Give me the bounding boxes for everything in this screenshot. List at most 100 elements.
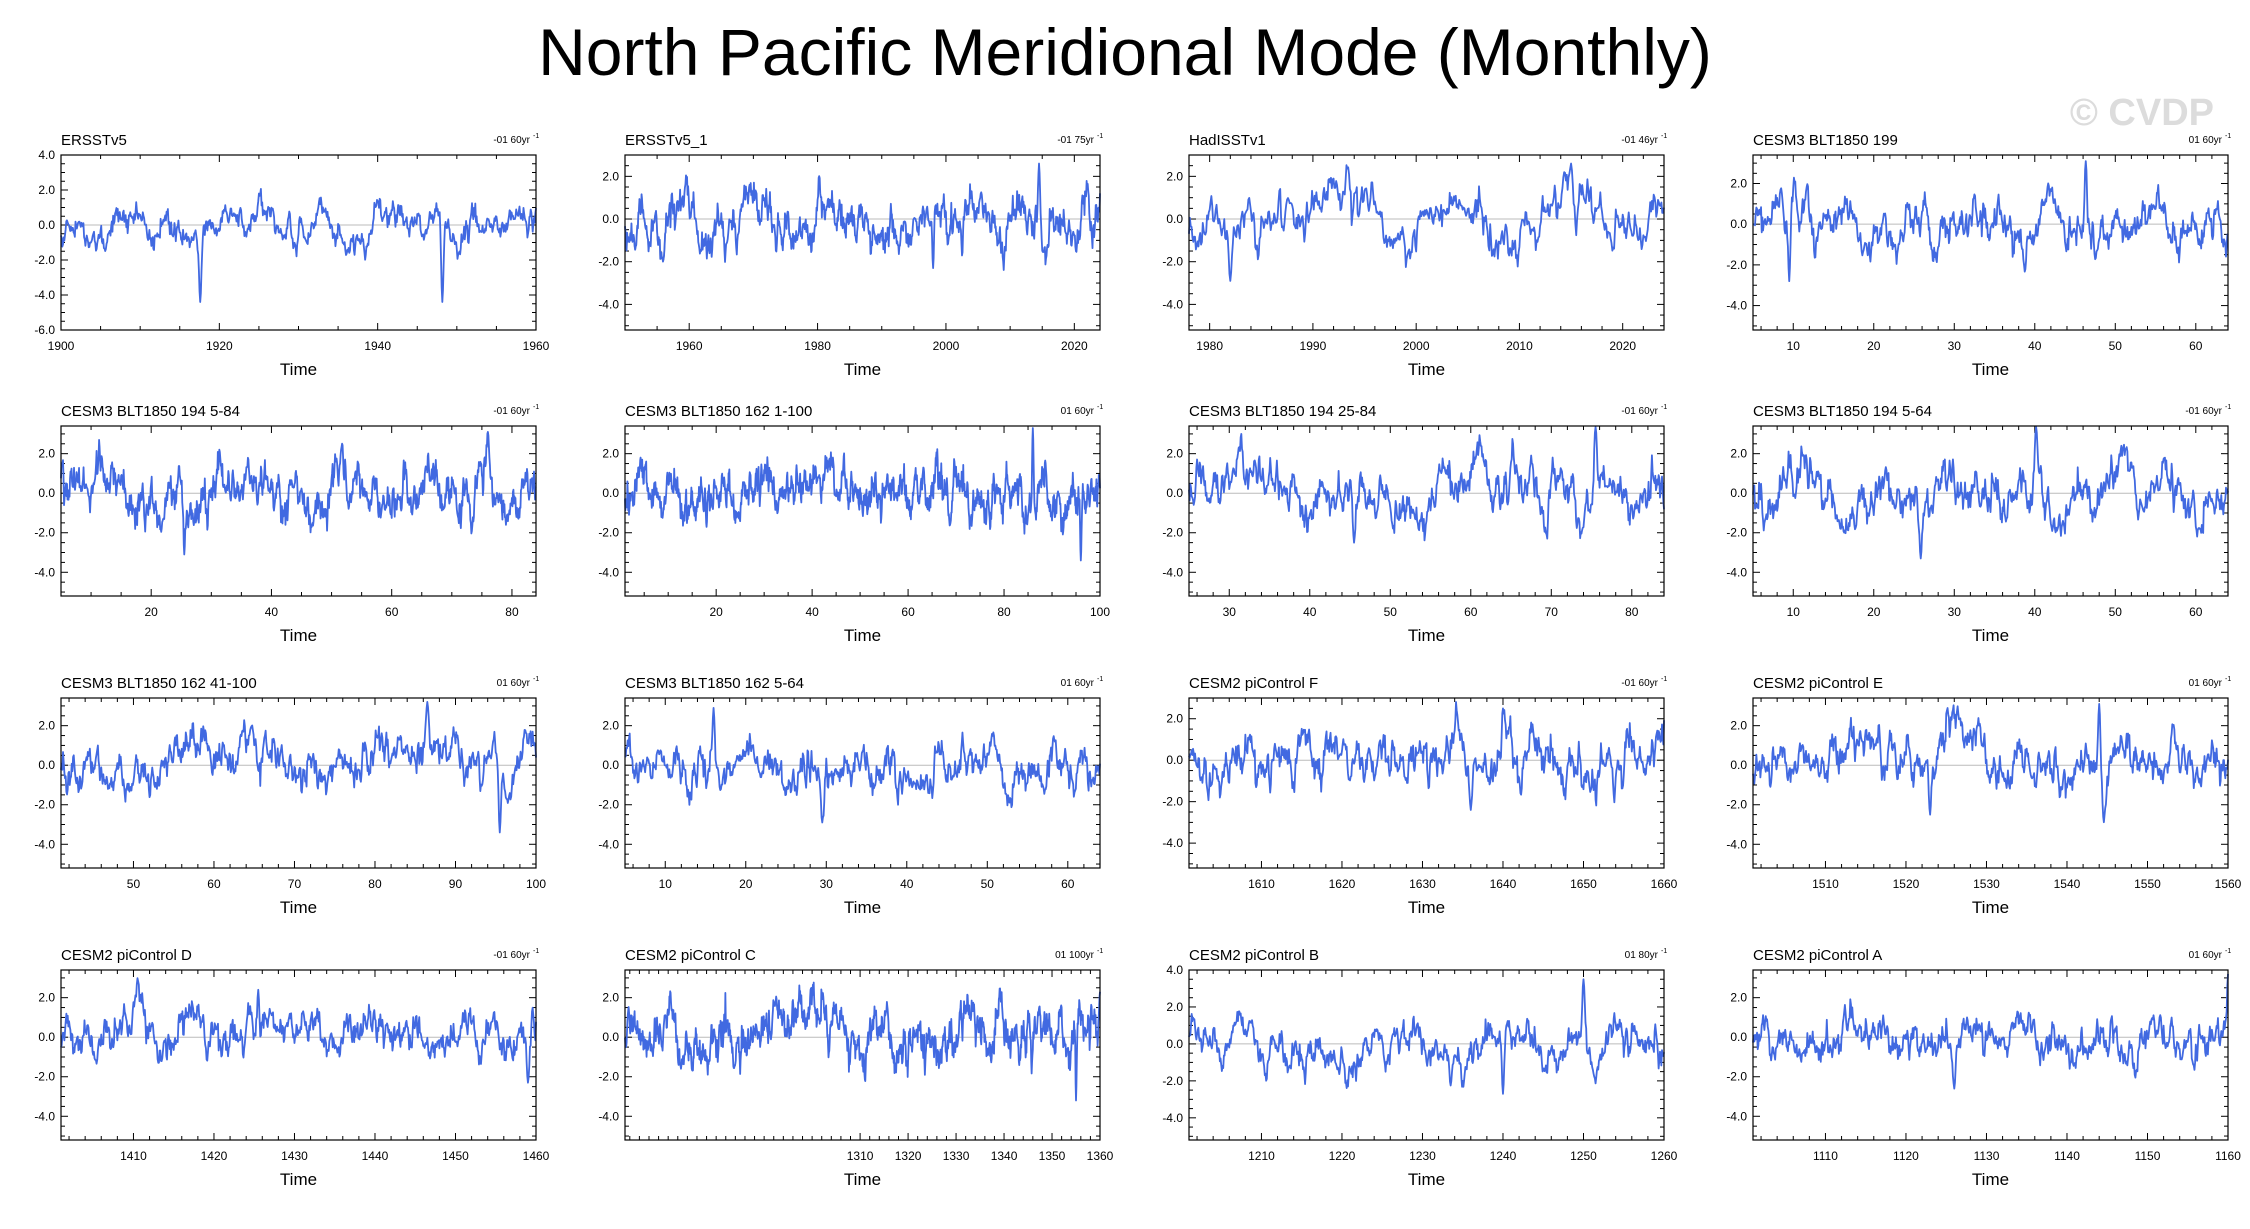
trend-superscript: -1 <box>1661 948 1667 955</box>
x-tick-label: 1620 <box>1329 877 1356 891</box>
x-tick-label: 50 <box>1384 605 1398 619</box>
y-tick-label: 0.0 <box>1166 212 1183 226</box>
trend-label: -01 46yr <box>1621 135 1658 146</box>
panel-title: CESM3 BLT1850 194 5-64 <box>1753 403 1932 420</box>
x-tick-label: 60 <box>901 605 915 619</box>
trend-label: 01 80yr <box>1625 950 1659 961</box>
y-tick-label: -2.0 <box>598 1070 619 1084</box>
panel-title: CESM3 BLT1850 162 1-100 <box>625 403 812 420</box>
plot-frame <box>60 969 537 1141</box>
x-tick-label: 1320 <box>895 1149 922 1163</box>
panel-title: ERSSTv5_1 <box>625 132 708 149</box>
y-tick-label: -4.0 <box>598 297 619 311</box>
x-axis-label: Time <box>844 898 881 917</box>
x-tick-label: 1990 <box>1300 339 1327 353</box>
y-tick-label: -2.0 <box>1162 1074 1183 1088</box>
x-tick-label: 30 <box>1948 339 1962 353</box>
x-axis-label: Time <box>844 626 881 645</box>
trend-label: -01 75yr <box>1057 135 1094 146</box>
y-tick-label: -2.0 <box>598 255 619 269</box>
series-line <box>1188 426 1665 544</box>
x-tick-label: 60 <box>1464 605 1478 619</box>
trend-superscript: -1 <box>1097 948 1103 955</box>
plot-frame <box>1752 425 2229 597</box>
x-axis-label: Time <box>844 1170 881 1189</box>
x-tick-label: 1900 <box>48 339 75 353</box>
x-tick-label: 1160 <box>2215 1149 2241 1163</box>
y-tick-label: 2.0 <box>1166 169 1183 183</box>
x-tick-label: 1110 <box>1813 1149 1838 1163</box>
y-tick-label: 2.0 <box>602 991 619 1005</box>
y-tick-label: -2.0 <box>1162 795 1183 809</box>
y-tick-label: 2.0 <box>602 169 619 183</box>
x-tick-label: 1960 <box>676 339 703 353</box>
x-tick-label: 1520 <box>1893 877 1920 891</box>
panel-title: CESM3 BLT1850 194 5-84 <box>61 403 240 420</box>
y-tick-label: -2.0 <box>34 526 55 540</box>
trend-label: -01 60yr <box>493 135 530 146</box>
series-line <box>1752 703 2229 824</box>
trend-label: 01 100yr <box>1055 950 1095 961</box>
x-tick-label: 1410 <box>120 1149 147 1163</box>
trend-label: 01 60yr <box>2189 135 2223 146</box>
x-axis-label: Time <box>1972 360 2009 379</box>
plot-frame <box>1752 697 2229 869</box>
plot-frame <box>1188 969 1665 1141</box>
panel-title: CESM3 BLT1850 199 <box>1753 132 1898 149</box>
x-tick-label: 40 <box>265 605 279 619</box>
x-tick-label: 1980 <box>1196 339 1223 353</box>
y-tick-label: -2.0 <box>1726 258 1747 272</box>
panel-title: CESM2 piControl B <box>1189 947 1319 964</box>
x-tick-label: 1960 <box>523 339 550 353</box>
y-tick-label: -2.0 <box>34 1070 55 1084</box>
x-tick-label: 1630 <box>1409 877 1436 891</box>
x-tick-label: 40 <box>805 605 819 619</box>
panel-title: CESM3 BLT1850 162 5-64 <box>625 675 804 692</box>
y-tick-label: 0.0 <box>1166 1037 1183 1051</box>
trend-label: -01 60yr <box>1621 678 1658 689</box>
x-tick-label: 1540 <box>2054 877 2081 891</box>
panel-title: CESM2 piControl E <box>1753 675 1883 692</box>
x-tick-label: 20 <box>709 605 723 619</box>
x-axis-label: Time <box>1408 1170 1445 1189</box>
x-tick-label: 1460 <box>523 1149 550 1163</box>
x-tick-label: 100 <box>1090 605 1110 619</box>
plot-frame <box>1188 425 1665 597</box>
series-line <box>60 187 537 303</box>
trend-label: -01 60yr <box>2185 406 2222 417</box>
trend-superscript: -1 <box>1661 404 1667 411</box>
series-line <box>624 706 1101 824</box>
trend-label: -01 60yr <box>493 406 530 417</box>
plot-frame <box>624 969 1101 1141</box>
y-tick-label: -2.0 <box>1162 255 1183 269</box>
x-tick-label: 1210 <box>1248 1149 1275 1163</box>
x-tick-label: 1260 <box>1651 1149 1678 1163</box>
y-tick-label: -4.0 <box>1726 1109 1747 1123</box>
x-tick-label: 50 <box>127 877 141 891</box>
x-tick-label: 1250 <box>1570 1149 1597 1163</box>
x-tick-label: 40 <box>2028 605 2042 619</box>
x-tick-label: 1610 <box>1248 877 1275 891</box>
y-tick-label: 0.0 <box>1166 486 1183 500</box>
y-tick-label: 0.0 <box>1730 217 1747 231</box>
y-tick-label: -4.0 <box>1726 299 1747 313</box>
x-tick-label: 1340 <box>991 1149 1018 1163</box>
x-tick-label: 1660 <box>1651 877 1678 891</box>
plot-frame <box>1188 697 1665 869</box>
y-tick-label: 0.0 <box>1730 486 1747 500</box>
x-tick-label: 30 <box>1223 605 1237 619</box>
panel-title: CESM3 BLT1850 162 41-100 <box>61 675 257 692</box>
y-tick-label: 0.0 <box>602 486 619 500</box>
x-tick-label: 10 <box>1787 605 1801 619</box>
panel-title: HadISSTv1 <box>1189 132 1266 149</box>
x-tick-label: 80 <box>1625 605 1639 619</box>
series-line <box>1752 426 2229 560</box>
x-tick-label: 1640 <box>1490 877 1517 891</box>
trend-superscript: -1 <box>533 676 539 683</box>
y-tick-label: 0.0 <box>38 486 55 500</box>
y-tick-label: -4.0 <box>34 837 55 851</box>
y-tick-label: 2.0 <box>1166 1000 1183 1014</box>
x-tick-label: 1940 <box>364 339 391 353</box>
plot-frame <box>60 425 537 597</box>
